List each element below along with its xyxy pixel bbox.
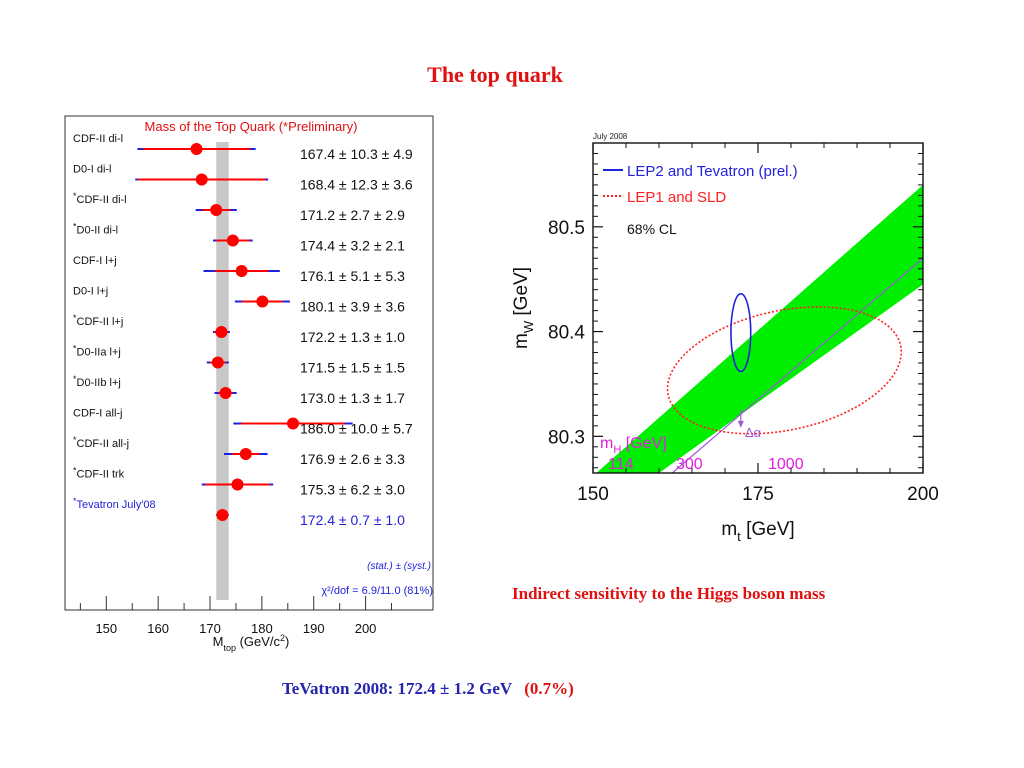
- measurement-value: 186.0 ± 10.0 ± 5.7: [300, 421, 413, 437]
- measurement-label: *D0-II di-l: [73, 222, 118, 237]
- x-tick-label: 170: [199, 621, 221, 636]
- combined-row: *Tevatron July'08 172.4 ± 0.7 ± 1.0: [73, 496, 405, 528]
- measurement-row: *CDF-II trk 175.3 ± 6.2 ± 3.0: [73, 466, 405, 498]
- combined-note: (stat.) ± (syst.): [367, 561, 431, 572]
- measurement-label: CDF-II di-l: [73, 133, 123, 145]
- measurement-value: 168.4 ± 12.3 ± 3.6: [300, 177, 413, 193]
- x-tick-label: 190: [303, 621, 325, 636]
- mass-xlabel: Mtop (GeV/c2): [213, 633, 290, 653]
- measurement-row: *D0-II di-l 174.4 ± 3.2 ± 2.1: [73, 222, 405, 254]
- measurement-label: *Tevatron July'08: [73, 496, 156, 511]
- measurement-row: D0-I di-l 168.4 ± 12.3 ± 3.6: [73, 164, 413, 193]
- x-tick-label: 200: [907, 484, 939, 505]
- lep1-sld-ellipse: [666, 306, 903, 435]
- delta-alpha-arrowhead: [737, 420, 744, 428]
- mass-point: [226, 234, 239, 247]
- measurement-row: *CDF-II all-j 176.9 ± 2.6 ± 3.3: [73, 435, 405, 467]
- lep2-tevatron-ellipse: [730, 293, 752, 373]
- measurement-label: *D0-IIa l+j: [73, 344, 121, 359]
- mass-chart-title: Mass of the Top Quark (*Preliminary): [145, 119, 358, 134]
- mass-point: [235, 265, 248, 277]
- mass-point: [215, 326, 228, 338]
- measurement-label: CDF-I all-j: [73, 408, 123, 420]
- measurement-row: CDF-I all-j 186.0 ± 10.0 ± 5.7: [73, 408, 413, 437]
- y-axis-label: mW [GeV]: [511, 267, 536, 349]
- footer-percent: (0.7%): [524, 679, 574, 698]
- measurement-value: 175.3 ± 6.2 ± 3.0: [300, 482, 405, 498]
- measurement-value: 172.2 ± 1.3 ± 1.0: [300, 329, 405, 345]
- footer: TeVatron 2008: 172.4 ± 1.2 GeV (0.7%): [282, 679, 574, 699]
- x-tick-label: 180: [251, 621, 273, 636]
- higgs-label: mH [GeV]: [600, 435, 667, 456]
- y-tick-label: 80.3: [548, 427, 585, 448]
- higgs-value-114: 114: [608, 456, 634, 473]
- delta-alpha-label: Δα: [745, 425, 762, 440]
- x-tick-label: 150: [95, 621, 117, 636]
- measurement-value: 167.4 ± 10.3 ± 4.9: [300, 146, 413, 162]
- measurement-label: D0-I l+j: [73, 286, 108, 298]
- legend-label-red: LEP1 and SLD: [627, 189, 726, 206]
- measurement-label: CDF-I l+j: [73, 255, 117, 267]
- mass-point: [211, 356, 224, 369]
- right-caption: Indirect sensitivity to the Higgs boson …: [512, 584, 826, 603]
- footer-main: TeVatron 2008: 172.4 ± 1.2 GeV: [282, 679, 513, 698]
- x-tick-label: 175: [742, 484, 774, 505]
- mw-mt-chart: July 2008 Δα mH [GeV] 114 300 1000 LEP2 …: [511, 132, 939, 544]
- y-tick-label: 80.4: [548, 323, 585, 344]
- measurement-label: *D0-IIb l+j: [73, 374, 121, 389]
- measurement-value: 174.4 ± 3.2 ± 2.1: [300, 238, 405, 254]
- sm-line: [671, 257, 923, 473]
- higgs-value-1000: 1000: [768, 456, 804, 473]
- mass-point: [219, 387, 232, 399]
- mass-point: [216, 509, 229, 521]
- measurement-label: *CDF-II di-l: [73, 191, 127, 206]
- mass-point: [256, 295, 269, 308]
- top-mass-chart: Mass of the Top Quark (*Preliminary) CDF…: [64, 115, 434, 653]
- measurement-label: *CDF-II trk: [73, 466, 125, 481]
- measurement-value: 172.4 ± 0.7 ± 1.0: [300, 512, 405, 528]
- date-label: July 2008: [593, 132, 628, 141]
- x-tick-label: 150: [577, 484, 609, 505]
- measurement-row: *D0-IIb l+j 173.0 ± 1.3 ± 1.7: [73, 374, 405, 406]
- measurement-label: D0-I di-l: [73, 164, 112, 176]
- chi2-label: χ²/dof = 6.9/11.0 (81%): [321, 585, 433, 597]
- legend-label-blue: LEP2 and Tevatron (prel.): [627, 163, 798, 180]
- x-axis-label: mt [GeV]: [721, 519, 794, 544]
- mass-point: [195, 173, 208, 186]
- x-tick-label: 160: [147, 621, 169, 636]
- measurement-value: 176.9 ± 2.6 ± 3.3: [300, 451, 405, 467]
- mass-point: [286, 417, 299, 430]
- higgs-value-300: 300: [676, 456, 703, 473]
- y-tick-label: 80.5: [548, 218, 585, 239]
- x-tick-label: 200: [355, 621, 377, 636]
- cl-label: 68% CL: [627, 221, 677, 237]
- slide-title: The top quark: [427, 62, 563, 87]
- mass-point: [210, 204, 223, 216]
- measurement-label: *CDF-II l+j: [73, 313, 123, 328]
- measurement-row: *D0-IIa l+j 171.5 ± 1.5 ± 1.5: [73, 344, 405, 376]
- mass-point: [190, 143, 203, 155]
- measurement-label: *CDF-II all-j: [73, 435, 129, 450]
- mass-point: [231, 478, 244, 491]
- measurement-value: 171.5 ± 1.5 ± 1.5: [300, 360, 405, 376]
- measurement-value: 171.2 ± 2.7 ± 2.9: [300, 207, 405, 223]
- measurement-row: CDF-II di-l 167.4 ± 10.3 ± 4.9: [73, 133, 413, 162]
- mass-point: [239, 448, 252, 460]
- measurement-row: CDF-I l+j 176.1 ± 5.1 ± 5.3: [73, 255, 405, 284]
- measurement-row: *CDF-II l+j 172.2 ± 1.3 ± 1.0: [73, 313, 405, 345]
- measurement-value: 173.0 ± 1.3 ± 1.7: [300, 390, 405, 406]
- measurement-row: D0-I l+j 180.1 ± 3.9 ± 3.6: [73, 286, 405, 315]
- mass-frame: [64, 115, 434, 611]
- legend: LEP2 and Tevatron (prel.) LEP1 and SLD 6…: [603, 163, 798, 237]
- measurement-value: 180.1 ± 3.9 ± 3.6: [300, 299, 405, 315]
- measurement-row: *CDF-II di-l 171.2 ± 2.7 ± 2.9: [73, 191, 405, 223]
- measurement-value: 176.1 ± 5.1 ± 5.3: [300, 268, 405, 284]
